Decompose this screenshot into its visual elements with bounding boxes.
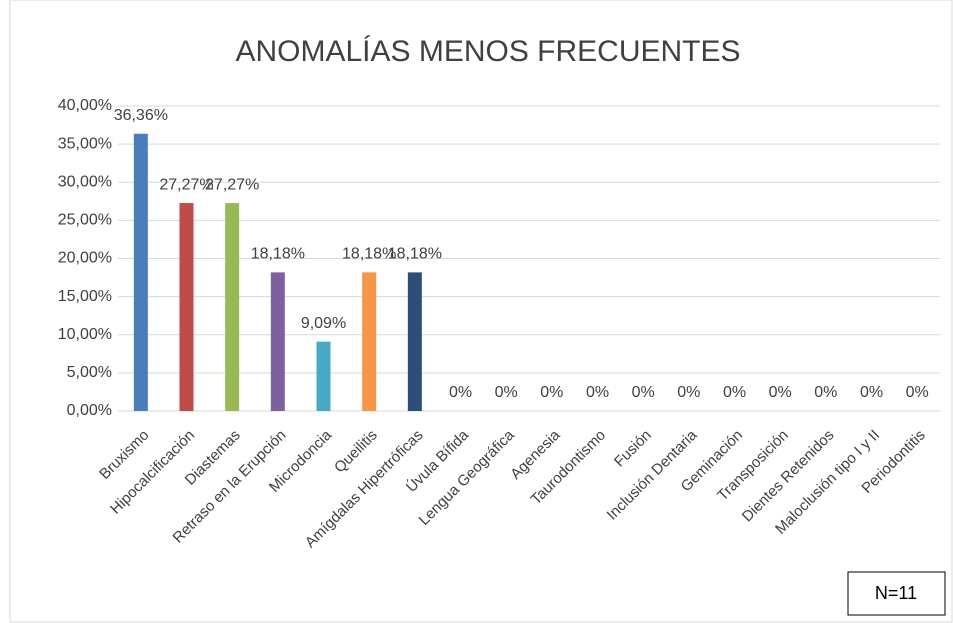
annotation: N=11: [875, 583, 917, 603]
bar: [179, 203, 194, 411]
y-tick-label: 15,00%: [58, 288, 112, 305]
bar: [133, 133, 148, 411]
data-label: 36,36%: [114, 107, 168, 124]
data-label: 0%: [677, 384, 700, 401]
data-label: 0%: [632, 384, 655, 401]
data-label: 18,18%: [251, 246, 305, 263]
data-label: 0%: [540, 384, 563, 401]
data-label: 9,09%: [301, 315, 346, 332]
data-label: 0%: [769, 384, 792, 401]
data-label: 27,27%: [159, 176, 213, 193]
y-tick-label: 35,00%: [58, 135, 112, 152]
data-label: 18,18%: [388, 246, 442, 263]
data-label: 27,27%: [205, 176, 259, 193]
data-label: 0%: [906, 384, 929, 401]
data-label: 0%: [495, 384, 518, 401]
y-tick-label: 40,00%: [58, 97, 112, 114]
data-label: 0%: [723, 384, 746, 401]
y-tick-label: 20,00%: [58, 250, 112, 267]
y-tick-label: 0,00%: [67, 402, 112, 419]
bar: [316, 341, 331, 411]
y-tick-label: 10,00%: [58, 326, 112, 343]
x-tick-label: Fusión: [611, 427, 655, 471]
data-label: 18,18%: [342, 246, 396, 263]
annotation-box: [847, 571, 946, 616]
chart-title: ANOMALÍAS MENOS FRECUENTES: [235, 35, 740, 68]
chart-frame: [9, 0, 953, 623]
y-tick-label: 5,00%: [67, 364, 112, 381]
data-label: 0%: [814, 384, 837, 401]
data-label: 0%: [449, 384, 472, 401]
data-label: 0%: [860, 384, 883, 401]
bar: [362, 272, 377, 411]
data-label: 0%: [586, 384, 609, 401]
bar: [407, 272, 422, 411]
bar: [270, 272, 285, 411]
y-tick-label: 25,00%: [58, 212, 112, 229]
x-tick-label: Hipocalcificación: [107, 427, 198, 518]
bar: [225, 203, 240, 411]
y-tick-label: 30,00%: [58, 173, 112, 190]
